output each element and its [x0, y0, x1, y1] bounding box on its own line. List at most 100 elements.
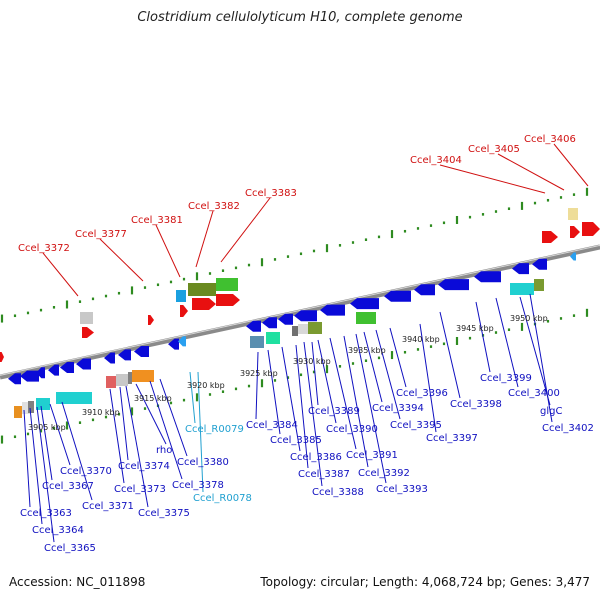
- gene-arrow: [118, 349, 131, 361]
- bottom-gene-label: Ccel_3365: [44, 543, 96, 554]
- gene-arrow: [148, 315, 154, 325]
- bottom-gene-label: Ccel_3374: [118, 461, 170, 472]
- summary-text: Topology: circular; Length: 4,068,724 bp…: [260, 575, 590, 589]
- kbp-label: 3935 kbp: [348, 346, 386, 355]
- leader-line: [475, 301, 491, 373]
- kbp-label: 3920 kbp: [187, 381, 225, 390]
- leader-line: [189, 371, 196, 424]
- bottom-gene-label: Ccel_3394: [372, 403, 424, 414]
- bottom-gene-label: Ccel_3397: [426, 433, 478, 444]
- leader-line: [553, 143, 589, 187]
- leader-line: [303, 341, 323, 487]
- rna-label: Ccel_R0079: [185, 424, 244, 435]
- domain-box: [188, 283, 216, 296]
- leader-line: [329, 337, 357, 450]
- leader-line: [125, 385, 149, 508]
- feature-track: [0, 208, 600, 418]
- gene-arrow: [192, 298, 216, 310]
- bottom-gene-label: Ccel_3390: [326, 424, 378, 435]
- leader-line: [159, 378, 188, 457]
- leader-line: [40, 405, 53, 481]
- kbp-label: 3925 kbp: [240, 369, 278, 378]
- domain-box: [28, 401, 34, 413]
- gene-arrow: [474, 271, 501, 283]
- bottom-gene-label: glgC: [540, 406, 562, 417]
- gene-arrow: [76, 358, 91, 370]
- top-gene-label: Ccel_3405: [468, 144, 520, 155]
- bottom-gene-label: Ccel_3375: [138, 508, 190, 519]
- kbp-label: 3930 kbp: [293, 357, 331, 366]
- gene-arrow: [542, 231, 558, 243]
- top-gene-label: Ccel_3382: [188, 201, 240, 212]
- gene-arrow: [278, 313, 293, 325]
- bottom-gene-label: Ccel_3392: [358, 468, 410, 479]
- gene-arrow: [438, 279, 469, 291]
- domain-box: [356, 312, 376, 324]
- leader-line: [439, 311, 461, 399]
- leader-line: [29, 407, 43, 525]
- leader-line: [197, 371, 204, 493]
- leader-line: [363, 331, 383, 403]
- gene-arrow: [104, 352, 115, 364]
- domain-box: [128, 372, 132, 384]
- domain-box: [298, 324, 308, 334]
- leader-line: [42, 252, 79, 297]
- domain-box: [36, 398, 50, 410]
- bottom-gene-label: Ccel_3373: [114, 484, 166, 495]
- leader-line: [61, 401, 93, 501]
- kbp-label: 3945 kbp: [456, 324, 494, 333]
- leader-line: [495, 297, 519, 388]
- bottom-gene-label: Ccel_3395: [390, 420, 442, 431]
- gene-arrow: [262, 317, 277, 329]
- domain-box: [14, 406, 22, 418]
- leader-line: [419, 323, 437, 433]
- leader-line: [149, 380, 183, 480]
- bottom-gene-label: Ccel_3399: [480, 373, 532, 384]
- leader-line: [317, 339, 337, 424]
- gene-arrow: [82, 327, 94, 338]
- leader-line: [135, 383, 167, 445]
- leader-line: [255, 351, 259, 420]
- rna-label: Ccel_R0078: [193, 493, 252, 504]
- kbp-label: 3950 kbp: [510, 314, 548, 323]
- domain-box: [80, 312, 93, 324]
- leader-line: [497, 153, 565, 191]
- gene-arrow: [582, 222, 600, 236]
- domain-box: [56, 392, 92, 404]
- bottom-gene-label: Ccel_3388: [312, 487, 364, 498]
- bottom-gene-label: Ccel_3371: [82, 501, 134, 512]
- bottom-gene-label: Ccel_3402: [542, 423, 594, 434]
- gene-arrow: [320, 304, 345, 316]
- gene-arrow: [512, 263, 529, 275]
- leader-line: [529, 293, 553, 423]
- leader-line: [36, 406, 55, 543]
- gene-arrow: [36, 367, 45, 379]
- leader-line: [155, 224, 181, 278]
- leader-line: [439, 164, 546, 194]
- bottom-gene-label: Ccel_3384: [246, 420, 298, 431]
- bottom-gene-label: Ccel_3364: [32, 525, 84, 536]
- domain-box: [106, 376, 116, 388]
- top-gene-label: Ccel_3383: [245, 188, 297, 199]
- gene-arrow: [350, 298, 379, 310]
- gene-arrow: [216, 294, 240, 306]
- leader-line: [119, 386, 129, 461]
- domain-box: [292, 326, 298, 336]
- leader-line: [220, 197, 271, 263]
- top-gene-label: Ccel_3377: [75, 229, 127, 240]
- leader-line: [23, 409, 31, 508]
- gene-arrow: [20, 370, 39, 382]
- gene-arrow: [246, 320, 261, 332]
- leader-line: [109, 388, 125, 484]
- domain-box: [534, 279, 544, 291]
- domain-box: [510, 283, 534, 295]
- label-leaders: [23, 143, 589, 543]
- label-layer: Ccel_3372 Ccel_3377 Ccel_3381 Ccel_3382 Ccel…: [18, 134, 594, 554]
- gene-arrow: [48, 364, 59, 376]
- gene-arrow: [0, 352, 4, 362]
- bottom-gene-label: Ccel_3363: [20, 508, 72, 519]
- domain-box: [266, 332, 280, 344]
- gene-arrow: [178, 336, 186, 347]
- kbp-scale: 3905 kbp 3910 kbp 3915 kbp 3920 kbp 3925 kbp…: [28, 314, 548, 432]
